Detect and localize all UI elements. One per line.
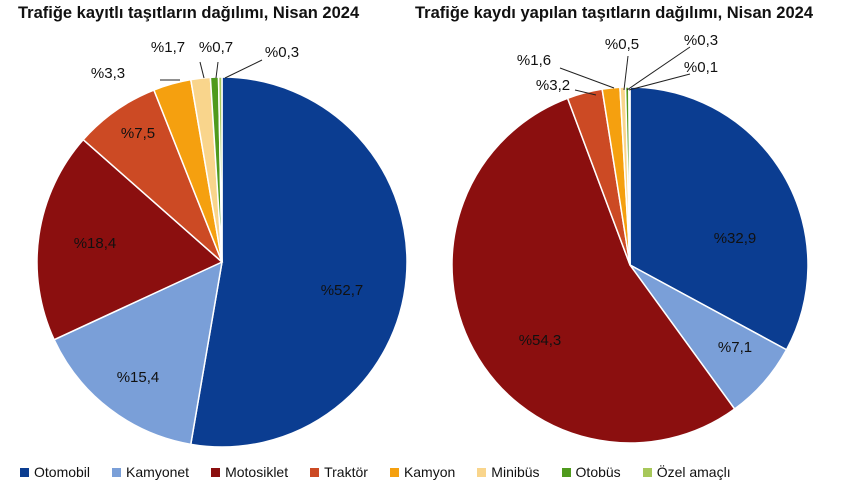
data-label: %0,5 (605, 36, 639, 53)
legend-swatch (389, 467, 399, 477)
legend-item: Otomobil (20, 464, 90, 480)
pie-slice-kamyonet (53, 260, 223, 446)
data-label: %0,3 (684, 32, 718, 49)
data-label: %15,4 (117, 369, 160, 386)
chart-title-right: Trafiğe kaydı yapılan taşıtların dağılım… (415, 4, 813, 22)
data-label: %0,3 (265, 44, 299, 61)
data-label: %18,4 (74, 235, 117, 252)
data-label: %7,5 (121, 125, 155, 142)
legend-item: Otobüs (561, 464, 621, 480)
legend-swatch (20, 467, 29, 477)
legend: Otomobil Kamyonet Motosiklet Traktör Kamyon M… (20, 464, 753, 480)
chart-title-left: Trafiğe kayıtlı taşıtların dağılımı, Nis… (18, 4, 360, 22)
legend-label: Otomobil (34, 464, 91, 480)
legend-item: Kamyon (389, 464, 456, 480)
pie-slice-otomobil (629, 86, 809, 351)
data-label: %52,7 (321, 282, 364, 299)
data-label: %7,1 (718, 339, 752, 356)
pie-slice-motosiklet (451, 97, 736, 444)
legend-item: Özel amaçlı (642, 464, 731, 480)
legend-swatch (211, 467, 221, 477)
leader-line (199, 61, 205, 79)
pie-slice-otomobil (189, 76, 408, 448)
data-label: %3,2 (536, 77, 570, 94)
leader-line (224, 59, 263, 79)
leader-line (626, 46, 691, 91)
data-label: %1,6 (517, 52, 551, 69)
legend-swatch (310, 467, 320, 477)
leader-line (623, 55, 629, 91)
data-label: %0,1 (684, 59, 718, 76)
legend-swatch (561, 467, 571, 477)
legend-label: Motosiklet (225, 464, 289, 480)
legend-swatch (642, 467, 652, 477)
data-label: %1,7 (151, 39, 185, 56)
data-label: %0,7 (199, 39, 233, 56)
pie-slice-motosiklet (36, 138, 224, 341)
legend-item: Minibüs (477, 464, 540, 480)
legend-label: Özel amaçlı (656, 464, 731, 480)
legend-swatch (112, 467, 122, 477)
legend-label: Traktör (324, 464, 368, 480)
data-label: %3,3 (91, 65, 125, 82)
legend-label: Kamyonet (126, 464, 190, 480)
pie-slice-özel-amaçlı (217, 76, 223, 263)
data-label: %32,9 (714, 230, 757, 247)
legend-label: Kamyon (403, 464, 456, 480)
leader-line (215, 61, 219, 79)
leader-line (628, 73, 691, 91)
legend-item: Traktör (310, 464, 368, 480)
pie-slice-özel-amaçlı (628, 86, 631, 266)
legend-swatch (477, 467, 487, 477)
leader-line (559, 67, 615, 89)
legend-label: Minibüs (491, 464, 540, 480)
data-label: %54,3 (519, 332, 562, 349)
leader-line (574, 89, 597, 96)
legend-label: Otobüs (575, 464, 621, 480)
legend-item: Kamyonet (112, 464, 189, 480)
legend-item: Motosiklet (211, 464, 288, 480)
